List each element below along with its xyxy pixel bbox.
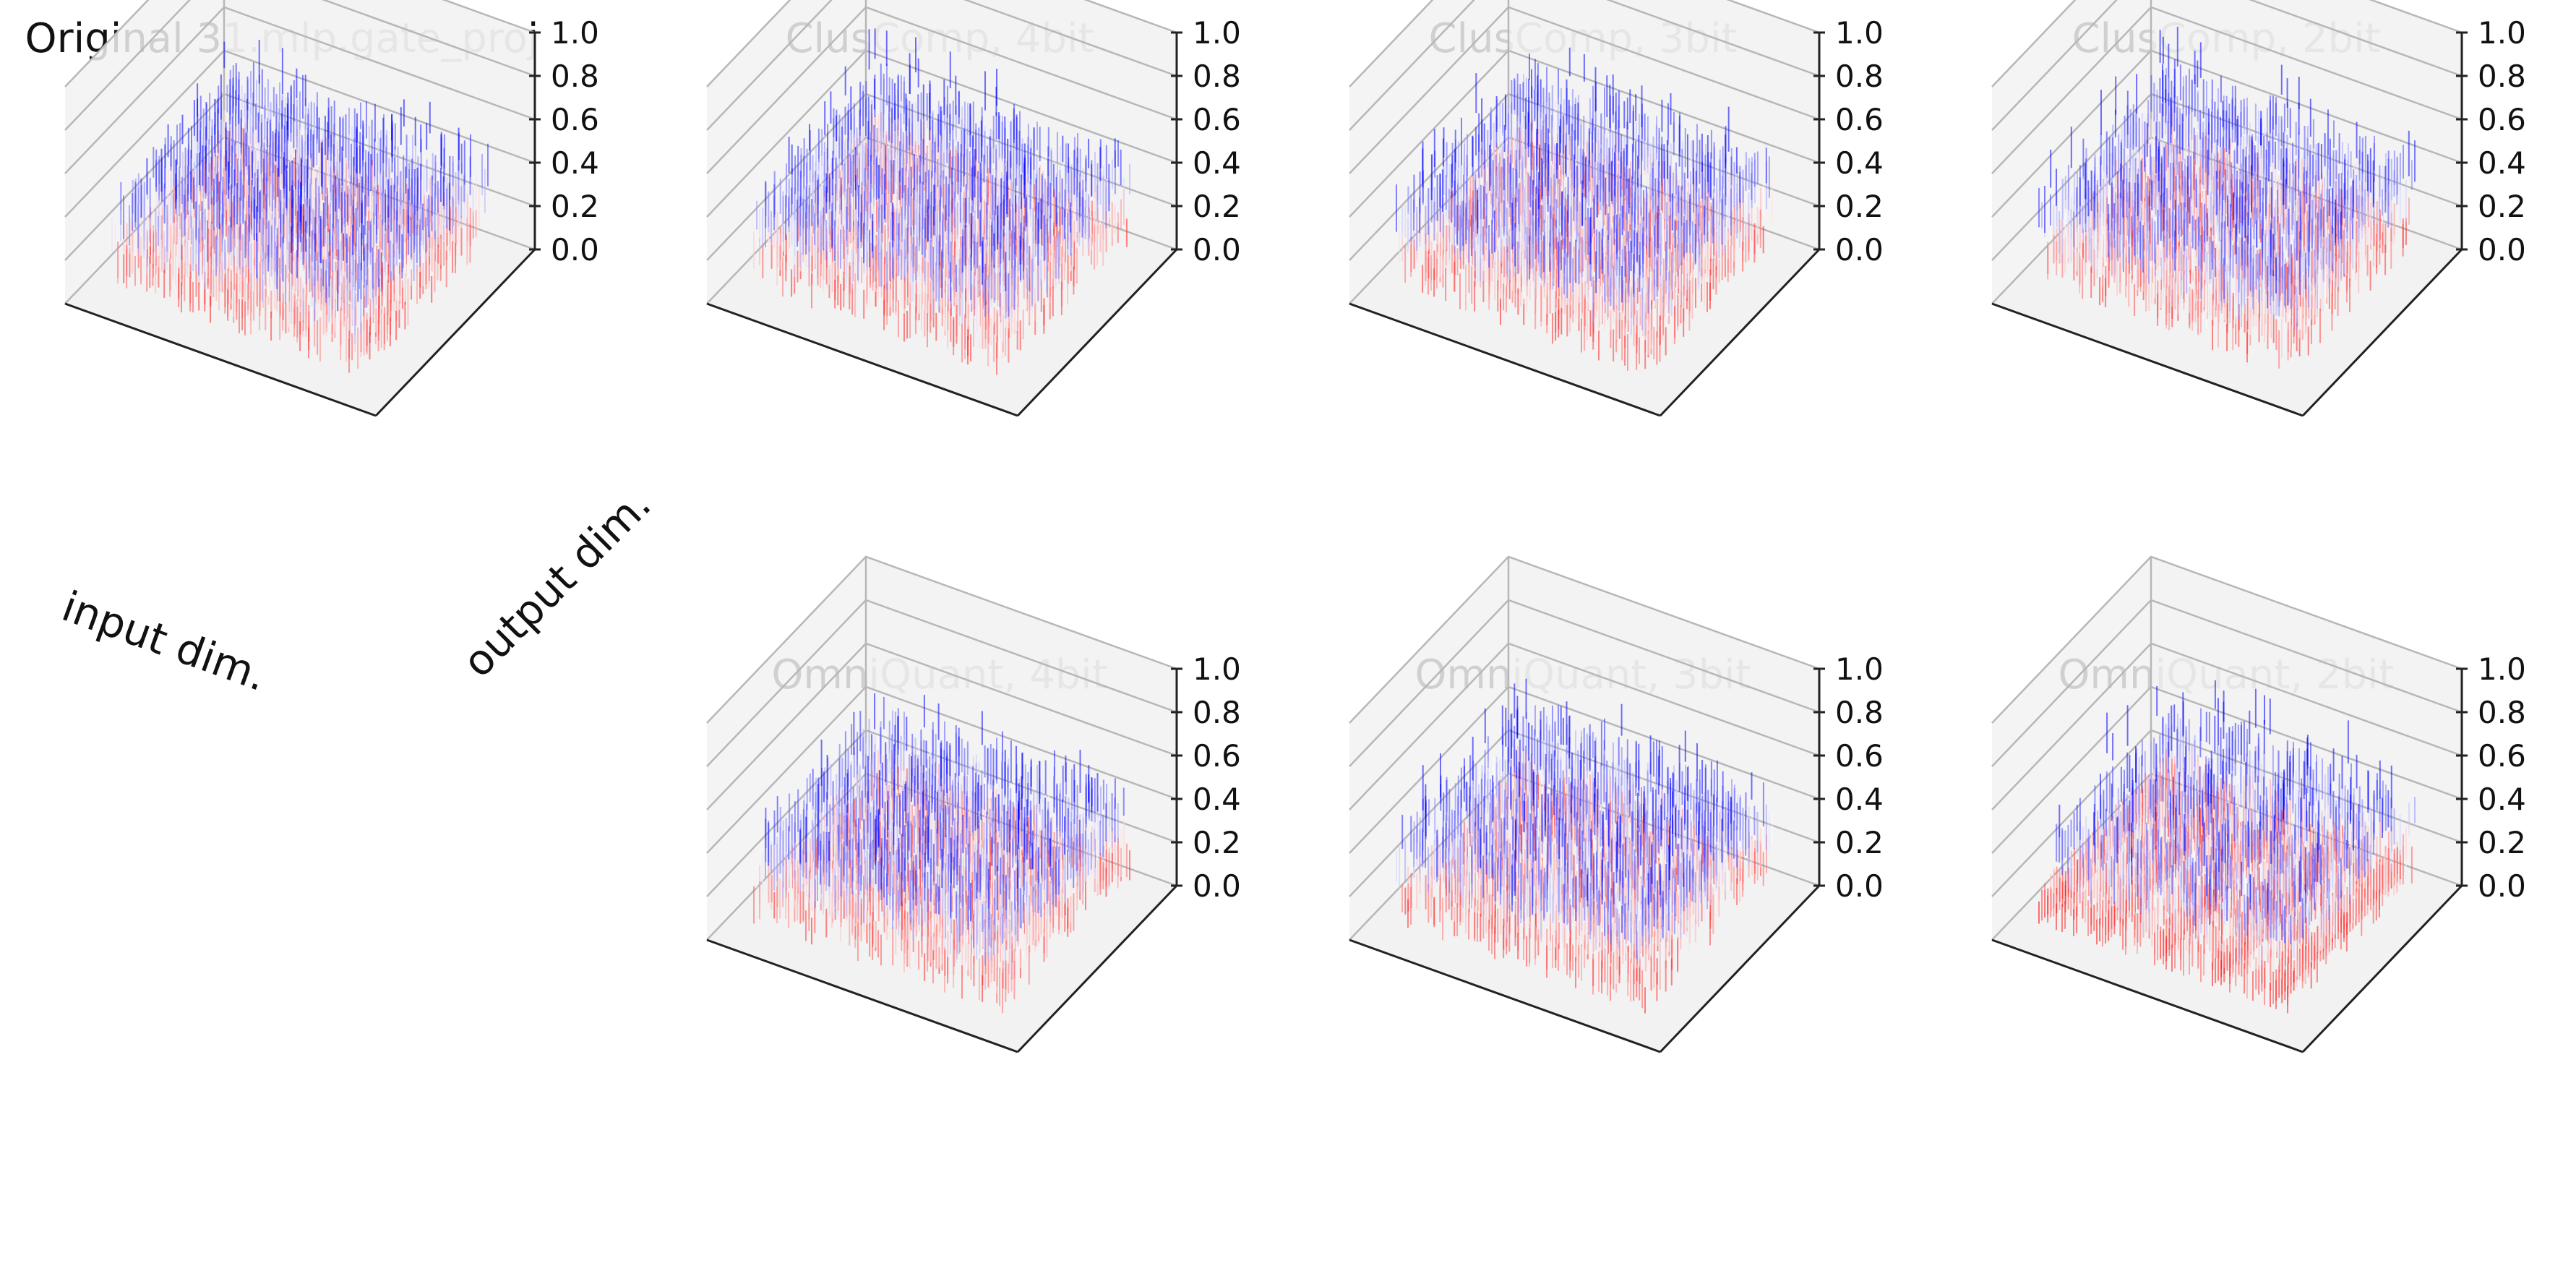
z-tick-label: 0.8 xyxy=(551,59,599,94)
surface xyxy=(111,40,489,373)
grid-line xyxy=(1349,0,1820,131)
surface xyxy=(753,28,1130,375)
panels: Original 31.mlp.gate_proj0.00.20.40.60.8… xyxy=(25,0,2526,1053)
y-axis-line xyxy=(374,248,536,417)
panel-2: ClusComp, 3bit0.00.20.40.60.81.0 xyxy=(1349,0,1884,417)
left-wall-pane xyxy=(65,0,224,304)
z-tick-label: 1.0 xyxy=(551,15,599,51)
z-tick-label: 0.2 xyxy=(1193,189,1241,224)
panel-0: Original 31.mlp.gate_proj0.00.20.40.60.8… xyxy=(25,0,599,417)
x-axis-line xyxy=(706,302,1018,417)
surface xyxy=(1396,47,1773,371)
left-wall-pane xyxy=(707,0,866,304)
z-tick-label: 0.0 xyxy=(551,232,599,268)
z-tick-label: 0.8 xyxy=(1193,59,1241,94)
back-wall-pane xyxy=(1508,0,1819,249)
z-tick-label: 0.2 xyxy=(551,189,599,224)
grid-line xyxy=(64,0,536,131)
z-tick-label: 0.4 xyxy=(551,145,599,181)
grid-line xyxy=(1349,0,1820,87)
back-wall-pane xyxy=(224,0,535,249)
z-tick-label: 0.6 xyxy=(1193,102,1241,137)
y-axis-line xyxy=(1016,248,1178,417)
x-axis-line xyxy=(64,302,377,417)
z-tick-label: 0.0 xyxy=(1193,232,1241,268)
z-tick-label: 0.6 xyxy=(551,102,599,137)
grid-line xyxy=(706,0,1177,87)
left-wall-pane xyxy=(1349,0,1508,304)
z-tick-label: 1.0 xyxy=(1193,15,1241,51)
panel-1: ClusComp, 4bit0.00.20.40.60.81.0 xyxy=(706,0,1241,417)
grid-line xyxy=(706,0,1177,131)
back-wall-pane xyxy=(866,0,1177,249)
grid-line xyxy=(64,0,536,87)
z-tick-label: 0.4 xyxy=(1193,145,1241,181)
